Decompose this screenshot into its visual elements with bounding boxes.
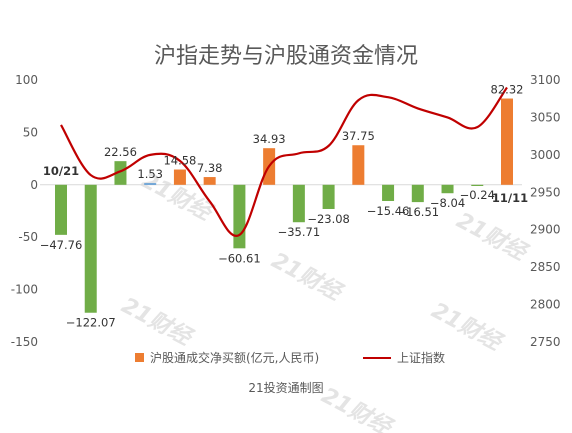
data-label: −0.24 — [460, 188, 495, 202]
legend: 沪股通成交净买额(亿元,人民币) 上证指数 — [135, 350, 445, 365]
bar — [382, 184, 395, 202]
bar — [144, 183, 157, 185]
bar — [292, 184, 305, 223]
y-left-tick-label: -100 — [11, 283, 38, 297]
source-note: 21投资通制图 — [248, 380, 323, 395]
index-line — [60, 86, 508, 237]
data-label: −15.46 — [367, 204, 410, 218]
data-label: −16.51 — [397, 205, 440, 219]
data-label: −47.76 — [40, 238, 83, 252]
watermark-text: 21财经 — [317, 382, 398, 433]
bar — [84, 184, 97, 313]
bar — [322, 184, 335, 209]
bar — [233, 184, 246, 249]
bar — [471, 184, 484, 186]
y-axis-right: 2750 2800 2850 2900 2950 3000 3050 3100 — [530, 73, 561, 349]
bar — [501, 98, 513, 185]
data-label: 14.58 — [163, 154, 196, 168]
data-label: −23.08 — [307, 212, 350, 226]
watermark-text: 21财经 — [117, 292, 198, 351]
data-label: −35.71 — [278, 225, 321, 239]
watermark-text: 21财经 — [427, 297, 508, 356]
y-right-tick-label: 2750 — [530, 335, 561, 349]
y-left-tick-label: -50 — [18, 230, 38, 244]
legend-bar-swatch — [135, 353, 144, 362]
start-date-label: 10/21 — [43, 164, 79, 178]
bar — [114, 161, 127, 185]
end-date-label: 11/11 — [492, 191, 528, 205]
data-label: 1.53 — [137, 167, 163, 181]
y-right-tick-label: 2900 — [530, 223, 561, 237]
y-left-tick-label: -150 — [11, 335, 38, 349]
legend-bar-label: 沪股通成交净买额(亿元,人民币) — [150, 350, 319, 365]
y-right-tick-label: 3050 — [530, 110, 561, 124]
y-right-tick-label: 3000 — [530, 148, 561, 162]
bar-series — [55, 98, 513, 313]
y-axis-left: -150 -100 -50 0 50 100 — [11, 73, 38, 349]
data-label: 37.75 — [342, 129, 375, 143]
watermark-text: 21财经 — [267, 247, 348, 306]
y-right-tick-label: 2950 — [530, 185, 561, 199]
y-right-tick-label: 3100 — [530, 73, 561, 87]
legend-line-label: 上证指数 — [397, 350, 445, 365]
y-left-tick-label: 0 — [30, 178, 38, 192]
data-label: 7.38 — [197, 161, 223, 175]
bar — [411, 184, 424, 203]
bar — [55, 184, 67, 235]
y-right-tick-label: 2800 — [530, 298, 561, 312]
y-left-tick-label: 100 — [15, 73, 38, 87]
data-label: −60.61 — [218, 251, 261, 265]
bar — [173, 169, 186, 185]
y-left-tick-label: 50 — [23, 125, 38, 139]
data-label: −8.04 — [430, 196, 465, 210]
data-label: 22.56 — [104, 145, 137, 159]
data-label: 82.32 — [491, 83, 524, 97]
bar — [352, 145, 365, 185]
watermark-text: 21财经 — [452, 207, 533, 266]
bar — [203, 177, 216, 185]
data-label: −122.07 — [66, 316, 116, 330]
bar — [441, 184, 454, 194]
y-right-tick-label: 2850 — [530, 260, 561, 274]
data-label: 34.93 — [253, 132, 286, 146]
chart-title: 沪指走势与沪股通资金情况 — [154, 44, 418, 69]
